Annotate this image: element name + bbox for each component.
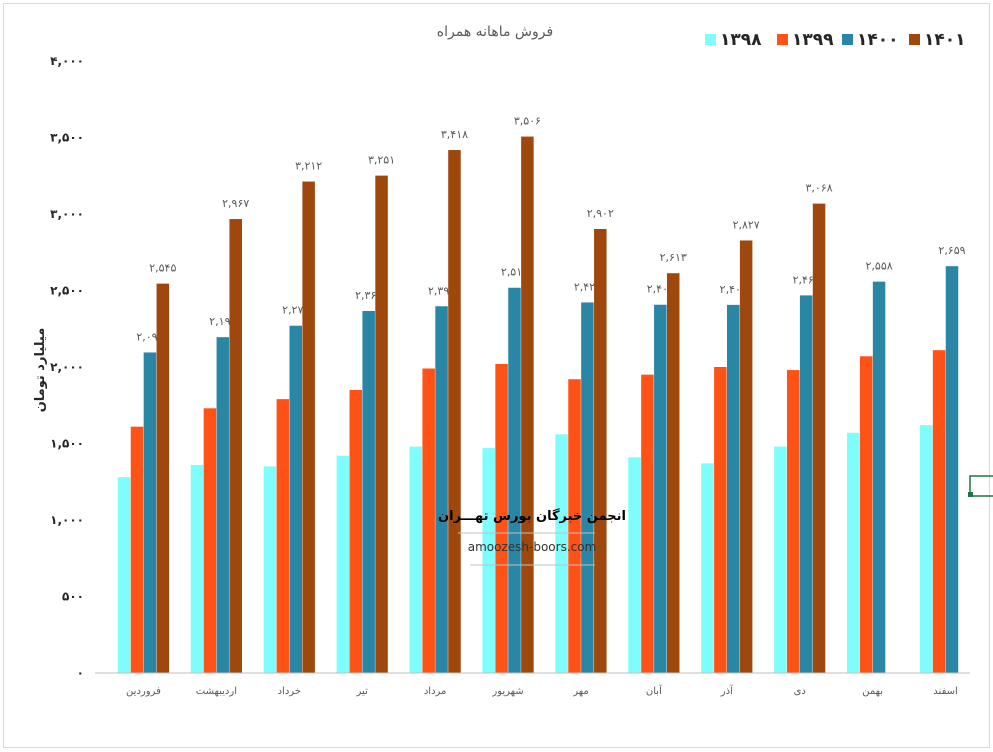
- bar: [847, 432, 860, 673]
- bar: [362, 311, 375, 673]
- x-tick-label: اردیبهشت: [196, 686, 237, 697]
- bar: [482, 448, 495, 673]
- bar: [932, 350, 946, 673]
- x-tick-label: فروردین: [126, 686, 161, 697]
- data-label: ۲,۶۵۹: [938, 244, 965, 257]
- bar: [143, 352, 157, 673]
- bar: [654, 304, 667, 673]
- data-label: ۳,۲۵۱: [368, 154, 395, 167]
- bar: [666, 273, 680, 673]
- y-tick-label: ۱,۰۰۰: [50, 513, 84, 527]
- legend-label: ۱۴۰۰: [857, 30, 899, 50]
- x-tick-label: مهر: [572, 686, 588, 697]
- bar: [375, 175, 388, 674]
- bar: [508, 287, 521, 673]
- legend-label: ۱۳۹۸: [720, 30, 762, 50]
- data-label: ۳,۵۰۶: [514, 115, 541, 128]
- bar: [521, 136, 534, 673]
- x-tick-label: آبان: [646, 684, 663, 697]
- bar: [872, 281, 886, 673]
- x-tick-label: تیر: [356, 686, 369, 697]
- bar: [130, 426, 144, 673]
- bar: [190, 464, 204, 673]
- bar: [302, 181, 315, 673]
- y-tick-label: ۲,۵۰۰: [50, 284, 84, 298]
- y-tick-label: ۴,۰۰۰: [50, 54, 84, 68]
- bar: [435, 306, 448, 673]
- bar: [739, 240, 753, 673]
- bar: [555, 434, 568, 673]
- bar: [568, 379, 581, 673]
- bar: [448, 150, 461, 673]
- bar: [156, 283, 170, 673]
- legend-swatch: [705, 34, 716, 45]
- bar: [409, 446, 423, 673]
- watermark: انجمن خبرگان بورس تهـــران amoozesh-boor…: [438, 508, 626, 566]
- bar: [336, 455, 350, 673]
- bar: [229, 219, 242, 673]
- data-label: ۲,۹۰۲: [587, 207, 614, 220]
- bar: [216, 337, 230, 673]
- bar: [787, 370, 800, 673]
- legend-label: ۱۳۹۹: [792, 30, 834, 50]
- bar: [422, 368, 435, 673]
- chart-title: فروش ماهانه همراه: [437, 24, 553, 40]
- legend-swatch: [777, 34, 788, 45]
- data-label: ۳,۴۱۸: [441, 128, 468, 141]
- data-label: ۲,۸۲۷: [733, 218, 760, 231]
- bar: [641, 374, 654, 673]
- resize-handle-icon[interactable]: [968, 475, 993, 497]
- x-tick-label: بهمن: [862, 686, 883, 697]
- data-label: ۲,۵۵۸: [866, 260, 893, 273]
- data-label: ۳,۰۶۸: [805, 182, 832, 195]
- bar: [701, 463, 714, 673]
- bar: [263, 466, 277, 673]
- bar: [628, 457, 641, 673]
- y-tick-label: ۲,۰۰۰: [50, 360, 84, 374]
- x-tick-label: اسفند: [933, 686, 957, 697]
- bar: [289, 325, 302, 673]
- x-tick-label: دی: [794, 686, 806, 697]
- bar: [117, 477, 131, 673]
- bar: [594, 228, 607, 673]
- data-label: ۳,۲۱۲: [295, 160, 322, 173]
- watermark-url: amoozesh-boors.com: [468, 540, 597, 554]
- bar: [203, 408, 217, 673]
- data-label: ۲,۶۱۳: [660, 251, 687, 264]
- bar: [495, 363, 508, 673]
- bar: [859, 356, 873, 673]
- y-tick-label: ۱,۵۰۰: [50, 437, 84, 451]
- x-tick-label: آذر: [720, 684, 734, 697]
- x-tick-label: شهریور: [491, 686, 523, 697]
- legend-swatch: [909, 34, 920, 45]
- y-axis-label: میلیارد تومان: [33, 328, 48, 413]
- bar: [726, 304, 740, 673]
- legend-label: ۱۴۰۱: [924, 30, 966, 50]
- chart-frame: [3, 3, 990, 748]
- bars: ۲,۰۹۵۲,۵۴۵۲,۱۹۵۲,۹۶۷۲,۲۷۰۳,۲۱۲۲,۳۶۶۳,۲۵۱…: [117, 115, 966, 674]
- y-tick-label: ۳,۵۰۰: [50, 131, 84, 145]
- bar: [945, 266, 959, 673]
- bar: [919, 425, 933, 673]
- bar: [812, 203, 826, 673]
- y-axis: ۰ ۵۰۰ ۱,۰۰۰ ۱,۵۰۰ ۲,۰۰۰ ۲,۵۰۰ ۳,۰۰۰ ۳,۵۰۰ ۴,۰۰۰: [50, 54, 84, 680]
- bar: [774, 446, 787, 673]
- x-tick-label: مرداد: [424, 686, 447, 697]
- legend: ۱۳۹۸ ۱۳۹۹ ۱۴۰۰ ۱۴۰۱: [705, 30, 966, 50]
- y-tick-label: ۰: [77, 666, 84, 680]
- y-tick-label: ۳,۰۰۰: [50, 207, 84, 221]
- data-label: ۲,۹۶۷: [222, 197, 249, 210]
- bar: [799, 295, 813, 673]
- watermark-title: انجمن خبرگان بورس تهـــران: [438, 508, 626, 524]
- x-tick-label: خرداد: [278, 686, 301, 697]
- bar: [276, 399, 290, 673]
- y-tick-label: ۵۰۰: [62, 590, 84, 604]
- x-axis: فروردین اردیبهشت خرداد تیر مرداد شهریور مهر آبا…: [95, 672, 970, 697]
- bar: [581, 302, 594, 673]
- legend-swatch: [842, 34, 853, 45]
- data-label: ۲,۵۴۵: [149, 262, 176, 275]
- bar: [349, 389, 363, 673]
- bar: [714, 367, 727, 673]
